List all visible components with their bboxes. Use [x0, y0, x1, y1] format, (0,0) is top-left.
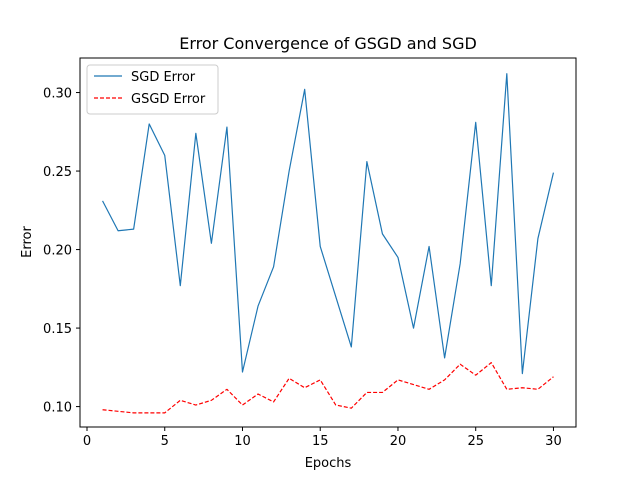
data-point-s1-24 [475, 374, 477, 376]
data-point-s1-22 [443, 379, 445, 381]
data-point-s1-2 [132, 412, 134, 414]
data-point-s0-21 [428, 245, 430, 247]
y-tick-label-3: 0.25 [43, 165, 72, 180]
data-point-s1-17 [366, 391, 368, 393]
data-point-s0-18 [381, 233, 383, 235]
data-point-s1-10 [257, 393, 259, 395]
data-point-s0-26 [506, 73, 508, 75]
data-point-s1-13 [303, 387, 305, 389]
legend-label-sgd: SGD Error [131, 70, 196, 85]
axes-frame [79, 57, 577, 428]
x-tick-label-4: 20 [390, 434, 407, 449]
y-tick-label-1: 0.15 [43, 322, 72, 337]
data-point-s1-8 [226, 388, 228, 390]
data-point-s0-0 [101, 200, 103, 202]
data-point-s0-25 [490, 284, 492, 286]
x-tick-label-1: 5 [161, 434, 169, 449]
data-point-s0-2 [132, 228, 134, 230]
data-point-s0-22 [443, 357, 445, 359]
data-point-s0-1 [117, 230, 119, 232]
data-point-s1-29 [552, 376, 554, 378]
data-point-s1-0 [101, 409, 103, 411]
y-axis-label: Error [20, 226, 35, 258]
x-tick-label-5: 25 [467, 434, 484, 449]
data-point-s1-27 [521, 387, 523, 389]
data-point-s1-11 [272, 401, 274, 403]
data-point-s1-28 [537, 388, 539, 390]
x-axis: 0 5 10 15 20 25 30 [83, 427, 562, 449]
data-point-s1-14 [319, 379, 321, 381]
data-point-s0-28 [537, 237, 539, 239]
data-point-s0-14 [319, 245, 321, 247]
data-point-s0-23 [459, 263, 461, 265]
data-point-s1-5 [179, 399, 181, 401]
plot-area [101, 73, 555, 414]
x-tick-label-3: 15 [312, 434, 329, 449]
data-point-s0-6 [195, 132, 197, 134]
data-point-s1-19 [397, 379, 399, 381]
chart-title: Error Convergence of GSGD and SGD [179, 34, 477, 53]
data-point-s0-24 [475, 121, 477, 123]
y-tick-label-4: 0.30 [43, 87, 72, 102]
data-point-s1-18 [381, 391, 383, 393]
data-point-s1-20 [412, 383, 414, 385]
data-point-s1-16 [350, 407, 352, 409]
data-point-s1-23 [459, 363, 461, 365]
data-point-s0-5 [179, 284, 181, 286]
data-point-s1-15 [335, 404, 337, 406]
data-point-s0-29 [552, 171, 554, 173]
data-point-s0-8 [226, 126, 228, 128]
data-point-s0-16 [350, 346, 352, 348]
legend: SGD Error GSGD Error [86, 64, 219, 115]
data-point-s0-10 [257, 305, 259, 307]
data-point-s1-25 [490, 361, 492, 363]
x-tick-label-6: 30 [545, 434, 562, 449]
data-point-s0-9 [241, 371, 243, 373]
data-point-s1-3 [148, 412, 150, 414]
data-point-s0-13 [303, 88, 305, 90]
legend-label-gsgd: GSGD Error [131, 92, 206, 107]
data-point-s1-12 [288, 377, 290, 379]
y-axis: 0.10 0.15 0.20 0.25 0.30 [43, 87, 80, 416]
data-point-s0-15 [335, 295, 337, 297]
data-point-s1-21 [428, 388, 430, 390]
series-line-1 [102, 362, 554, 414]
data-point-s1-7 [210, 399, 212, 401]
data-point-s1-6 [195, 404, 197, 406]
data-point-s0-11 [272, 266, 274, 268]
data-point-s1-4 [164, 412, 166, 414]
y-tick-label-2: 0.20 [43, 244, 72, 259]
data-point-s1-9 [241, 404, 243, 406]
data-point-s1-1 [117, 410, 119, 412]
data-point-s0-7 [210, 242, 212, 244]
data-point-s0-3 [148, 123, 150, 125]
legend-box [86, 64, 219, 115]
x-axis-label: Epochs [305, 456, 352, 471]
data-point-s1-26 [506, 388, 508, 390]
data-point-s0-12 [288, 170, 290, 172]
data-point-s0-4 [164, 154, 166, 156]
data-point-s0-20 [412, 327, 414, 329]
y-tick-label-0: 0.10 [43, 401, 72, 416]
x-tick-label-0: 0 [83, 434, 91, 449]
series-line-0 [102, 73, 555, 375]
data-point-s0-27 [521, 372, 523, 374]
x-tick-label-2: 10 [234, 434, 251, 449]
data-point-s0-19 [397, 256, 399, 258]
data-point-s0-17 [366, 160, 368, 162]
